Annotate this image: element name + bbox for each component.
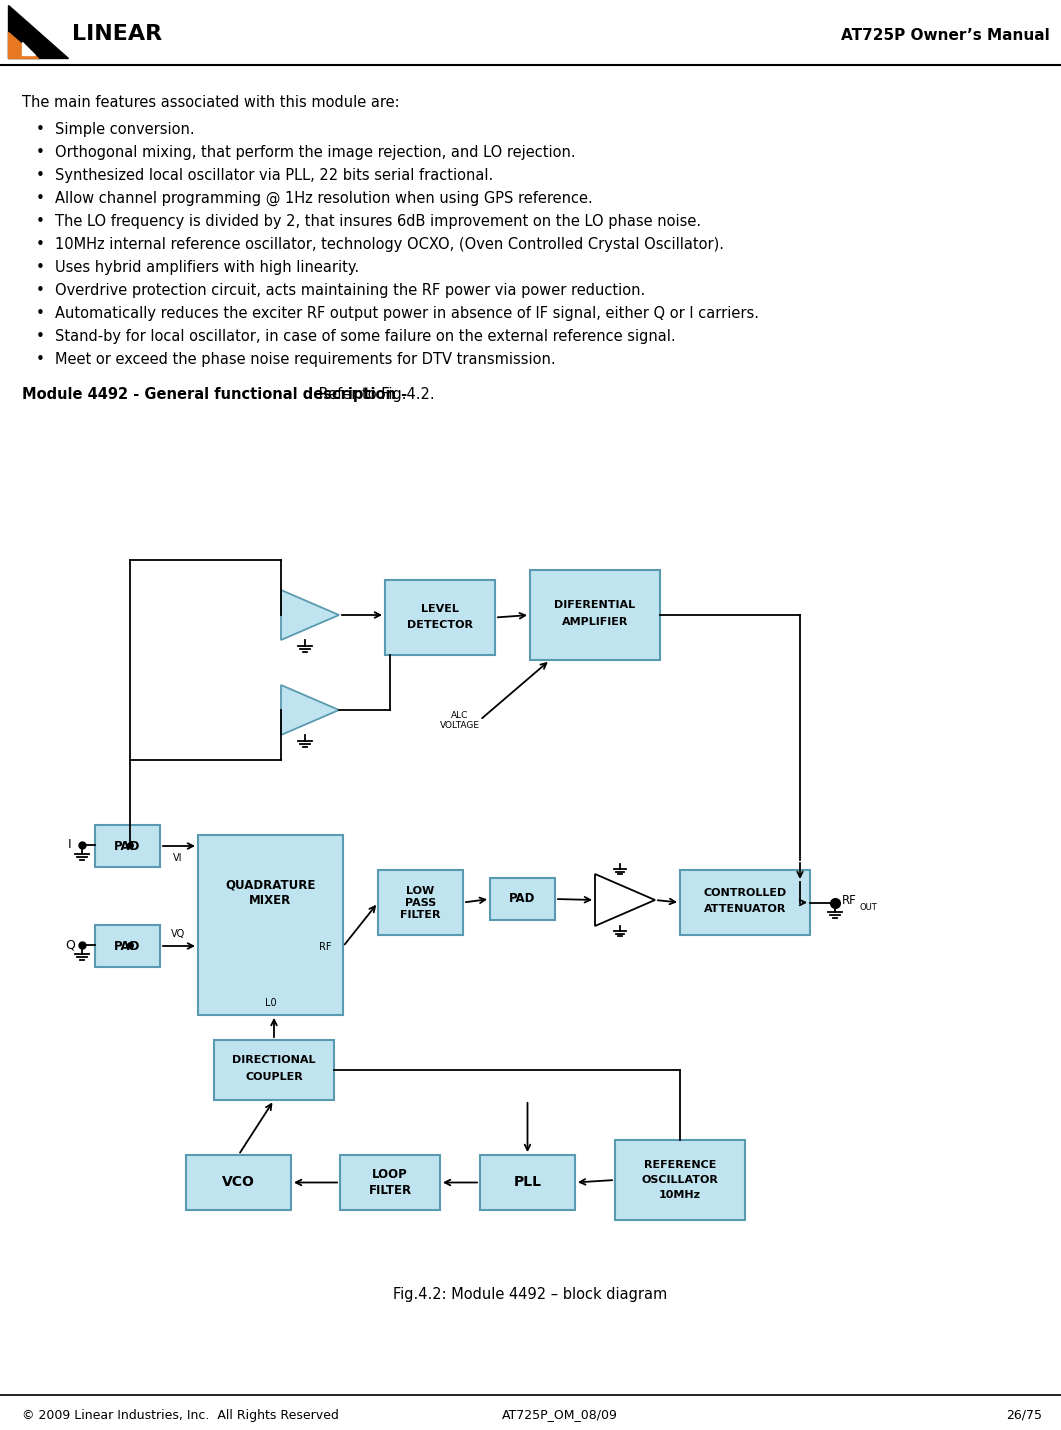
Polygon shape	[8, 4, 68, 59]
Bar	[530, 571, 660, 661]
Text: The LO frequency is divided by 2, that insures 6dB improvement on the LO phase n: The LO frequency is divided by 2, that i…	[55, 214, 701, 229]
Text: LEVEL: LEVEL	[421, 605, 459, 615]
Text: •: •	[36, 192, 45, 206]
Text: AT725P Owner’s Manual: AT725P Owner’s Manual	[841, 27, 1050, 43]
Polygon shape	[281, 685, 340, 735]
Text: •: •	[36, 214, 45, 229]
Text: Overdrive protection circuit, acts maintaining the RF power via power reduction.: Overdrive protection circuit, acts maint…	[55, 283, 645, 297]
Text: VI: VI	[173, 854, 182, 862]
Text: 10MHz internal reference oscillator, technology OCXO, (Oven Controlled Crystal O: 10MHz internal reference oscillator, tec…	[55, 237, 724, 252]
Text: •: •	[36, 260, 45, 275]
Text: Synthesized local oscillator via PLL, 22 bits serial fractional.: Synthesized local oscillator via PLL, 22…	[55, 167, 493, 183]
Text: FILTER: FILTER	[400, 909, 440, 919]
Text: •: •	[36, 352, 45, 368]
Text: •: •	[36, 237, 45, 252]
Polygon shape	[595, 874, 655, 927]
Text: 10MHz: 10MHz	[659, 1190, 701, 1200]
Text: •: •	[36, 122, 45, 137]
Text: Allow channel programming @ 1Hz resolution when using GPS reference.: Allow channel programming @ 1Hz resoluti…	[55, 192, 593, 206]
Bar	[214, 1040, 334, 1100]
Text: Meet or exceed the phase noise requirements for DTV transmission.: Meet or exceed the phase noise requireme…	[55, 352, 556, 368]
Bar	[378, 869, 463, 935]
Text: •: •	[36, 329, 45, 345]
Text: PLL: PLL	[514, 1175, 541, 1190]
Text: Fig.4.2: Module 4492 – block diagram: Fig.4.2: Module 4492 – block diagram	[393, 1287, 667, 1303]
Bar	[95, 825, 160, 867]
Text: LINEAR: LINEAR	[72, 24, 162, 44]
Bar	[340, 1155, 440, 1210]
Text: MIXER: MIXER	[249, 894, 292, 907]
Text: PASS: PASS	[405, 898, 436, 908]
Bar	[385, 581, 495, 655]
Text: ALC: ALC	[451, 711, 469, 719]
Polygon shape	[8, 31, 38, 59]
Text: PAD: PAD	[509, 892, 536, 905]
Text: RF: RF	[842, 894, 856, 907]
Text: L0: L0	[264, 998, 276, 1008]
Text: ATTENUATOR: ATTENUATOR	[703, 905, 786, 915]
Text: © 2009 Linear Industries, Inc.  All Rights Reserved: © 2009 Linear Industries, Inc. All Right…	[22, 1409, 338, 1421]
Text: Simple conversion.: Simple conversion.	[55, 122, 194, 137]
Text: Q: Q	[65, 938, 75, 951]
Polygon shape	[281, 591, 340, 641]
Bar	[480, 1155, 575, 1210]
Polygon shape	[22, 41, 35, 54]
Text: RF: RF	[318, 941, 331, 951]
Text: DIFERENTIAL: DIFERENTIAL	[555, 601, 636, 611]
Text: Uses hybrid amplifiers with high linearity.: Uses hybrid amplifiers with high lineari…	[55, 260, 359, 275]
Text: Stand-by for local oscillator, in case of some failure on the external reference: Stand-by for local oscillator, in case o…	[55, 329, 676, 345]
Text: CONTROLLED: CONTROLLED	[703, 888, 786, 898]
Bar	[95, 925, 160, 967]
Text: •: •	[36, 306, 45, 320]
Text: AMPLIFIER: AMPLIFIER	[562, 616, 628, 626]
Text: FILTER: FILTER	[368, 1184, 412, 1197]
Bar	[186, 1155, 291, 1210]
Text: VOLTAGE: VOLTAGE	[440, 722, 480, 731]
Bar	[198, 835, 343, 1015]
Text: AT725P_OM_08/09: AT725P_OM_08/09	[502, 1409, 618, 1421]
Bar	[680, 869, 810, 935]
Text: PAD: PAD	[115, 940, 141, 952]
Text: Automatically reduces the exciter RF output power in absence of IF signal, eithe: Automatically reduces the exciter RF out…	[55, 306, 759, 320]
Text: Orthogonal mixing, that perform the image rejection, and LO rejection.: Orthogonal mixing, that perform the imag…	[55, 144, 576, 160]
Text: OUT: OUT	[860, 902, 877, 912]
Text: REFERENCE: REFERENCE	[644, 1160, 716, 1170]
Text: COUPLER: COUPLER	[245, 1072, 302, 1083]
Text: Module 4492 - General functional description -: Module 4492 - General functional descrip…	[22, 388, 407, 402]
Bar	[490, 878, 555, 919]
Text: The main features associated with this module are:: The main features associated with this m…	[22, 94, 400, 110]
Text: OSCILLATOR: OSCILLATOR	[642, 1175, 718, 1185]
Text: Refer to Fig.4.2.: Refer to Fig.4.2.	[314, 388, 435, 402]
Text: QUADRATURE: QUADRATURE	[225, 879, 316, 892]
Text: VCO: VCO	[222, 1175, 255, 1190]
Text: VQ: VQ	[171, 930, 185, 940]
Text: LOW: LOW	[406, 885, 435, 895]
Text: I: I	[68, 838, 72, 851]
Text: LOOP: LOOP	[372, 1168, 407, 1181]
Text: •: •	[36, 167, 45, 183]
Text: 26/75: 26/75	[1006, 1409, 1042, 1421]
Text: DIRECTIONAL: DIRECTIONAL	[232, 1055, 316, 1065]
Text: •: •	[36, 144, 45, 160]
Text: •: •	[36, 283, 45, 297]
Text: DETECTOR: DETECTOR	[407, 621, 473, 631]
Text: PAD: PAD	[115, 839, 141, 852]
Bar	[615, 1140, 745, 1220]
